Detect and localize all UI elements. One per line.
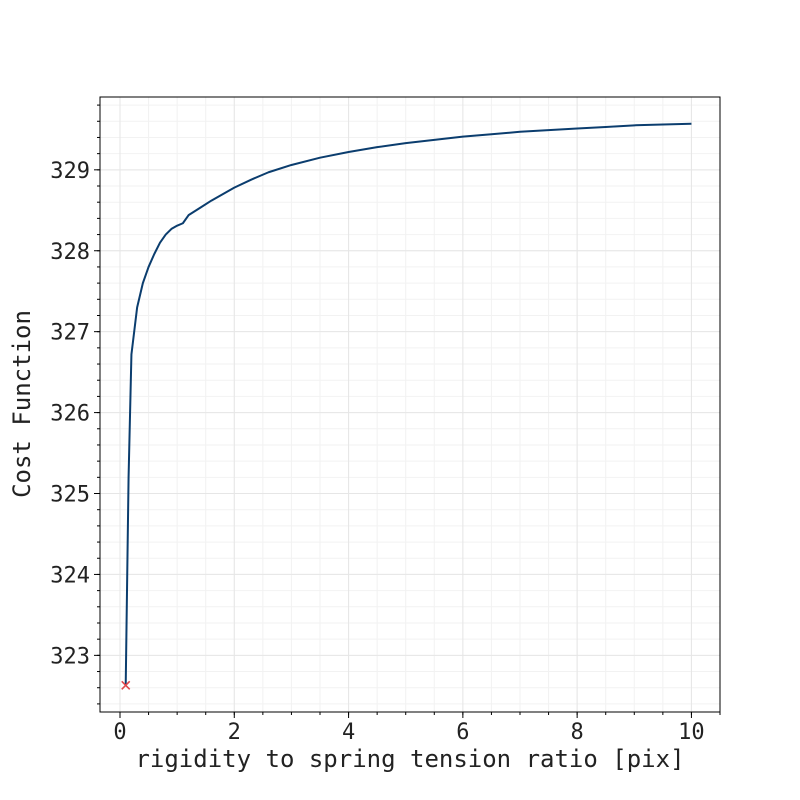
y-tick-label: 323 <box>50 644 90 669</box>
marker-stroke <box>121 680 131 690</box>
x-tick-label: 10 <box>678 720 705 745</box>
y-tick-label: 329 <box>50 159 90 184</box>
x-axis-title: rigidity to spring tension ratio [pix] <box>135 745 684 773</box>
x-tick-label: 8 <box>571 720 584 745</box>
plot-area-frame <box>99 96 721 713</box>
y-tick-label: 328 <box>50 240 90 265</box>
major-grid <box>100 97 720 712</box>
minor-grid <box>100 97 721 712</box>
y-axis-title: Cost Function <box>8 310 36 498</box>
x-tick-label: 6 <box>456 720 469 745</box>
series-line <box>124 122 692 686</box>
y-tick-label: 324 <box>50 563 90 588</box>
x-tick-label: 2 <box>228 720 241 745</box>
y-tick-label: 326 <box>50 402 90 427</box>
minimum-marker <box>121 680 131 690</box>
y-tick-label: 325 <box>50 483 90 508</box>
series-layer <box>121 122 692 690</box>
x-tick-label: 0 <box>113 720 126 745</box>
y-tick-label: 327 <box>50 321 90 346</box>
ticks-layer: 0 2 4 6 8 10 323 324 325 326 327 328 329 <box>50 104 721 745</box>
x-tick-label: 4 <box>342 720 355 745</box>
